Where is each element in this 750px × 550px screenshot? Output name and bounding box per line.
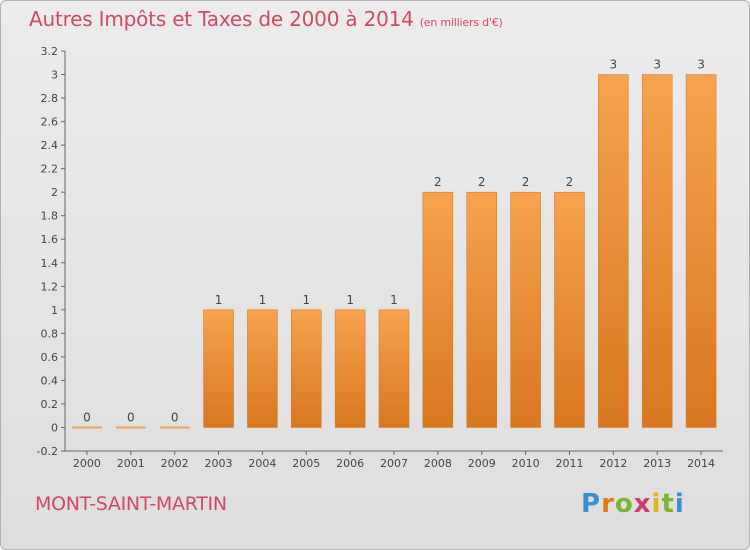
commune-name: MONT-SAINT-MARTIN <box>35 493 227 515</box>
logo-letter: P <box>581 489 602 519</box>
x-tick-label: 2004 <box>248 457 276 470</box>
y-tick-label: 1 <box>51 304 58 317</box>
y-tick-label: 2.6 <box>41 116 59 129</box>
logo-letter: i <box>651 489 662 519</box>
x-tick-label: 2012 <box>599 457 627 470</box>
data-label: 3 <box>653 58 661 72</box>
logo-letter: t <box>661 489 675 519</box>
logo-letter: r <box>601 489 615 519</box>
bar <box>159 426 190 429</box>
bar <box>510 191 541 428</box>
bar <box>203 309 234 428</box>
data-label: 1 <box>215 293 223 307</box>
data-label: 2 <box>478 175 486 189</box>
y-tick-label: 1.2 <box>41 280 59 293</box>
y-tick-label: 2.4 <box>41 139 59 152</box>
data-label: 2 <box>566 175 574 189</box>
data-label: 3 <box>610 58 618 72</box>
y-tick-label: 1.4 <box>41 257 59 270</box>
data-label: 1 <box>259 293 267 307</box>
data-label: 0 <box>127 410 135 424</box>
y-tick-label: 0 <box>51 421 58 434</box>
x-tick-label: 2006 <box>336 457 364 470</box>
x-tick-label: 2013 <box>643 457 671 470</box>
y-tick-label: 0.6 <box>41 351 59 364</box>
y-tick-label: -0.2 <box>37 445 58 458</box>
bar <box>247 309 278 428</box>
y-tick-label: 3.2 <box>41 45 59 58</box>
chart-title: Autres Impôts et Taxes de 2000 à 2014 (en… <box>29 7 503 31</box>
bar <box>466 191 497 428</box>
bar <box>598 74 629 428</box>
x-tick-label: 2007 <box>380 457 408 470</box>
x-tick-label: 2001 <box>117 457 145 470</box>
y-tick-label: 1.6 <box>41 233 59 246</box>
x-tick-label: 2008 <box>424 457 452 470</box>
bar <box>71 426 102 429</box>
data-label: 3 <box>697 58 705 72</box>
y-tick-label: 3 <box>51 69 58 82</box>
x-tick-label: 2005 <box>292 457 320 470</box>
bar <box>554 191 585 428</box>
x-tick-label: 2000 <box>73 457 101 470</box>
chart-title-text: Autres Impôts et Taxes de 2000 à 2014 <box>29 7 414 31</box>
y-tick-label: 2 <box>51 186 58 199</box>
bar <box>641 74 673 428</box>
chart-unit: (en milliers d'€) <box>419 16 503 29</box>
proxiti-logo: Proxiti <box>581 489 685 519</box>
x-tick-label: 2011 <box>555 457 583 470</box>
y-tick-label: 0.2 <box>41 398 59 411</box>
y-tick-label: 0.8 <box>41 327 59 340</box>
y-tick-label: 0.4 <box>41 374 59 387</box>
y-tick-label: 2.8 <box>41 92 59 105</box>
bar <box>685 74 717 428</box>
x-tick-label: 2009 <box>468 457 496 470</box>
data-label: 1 <box>346 293 354 307</box>
data-label: 1 <box>390 293 398 307</box>
y-tick-label: 2.2 <box>41 163 59 176</box>
logo-letter: x <box>633 489 652 519</box>
logo-letter: o <box>614 489 634 519</box>
bar <box>334 309 366 428</box>
data-label: 0 <box>83 410 91 424</box>
bar <box>291 309 322 428</box>
bar <box>422 191 454 428</box>
data-label: 1 <box>302 293 310 307</box>
bar <box>378 309 410 428</box>
y-tick-label: 1.8 <box>41 210 59 223</box>
x-tick-label: 2003 <box>205 457 233 470</box>
x-tick-label: 2002 <box>161 457 189 470</box>
bar <box>115 426 146 429</box>
data-label: 2 <box>522 175 530 189</box>
x-tick-label: 2014 <box>687 457 715 470</box>
data-label: 2 <box>434 175 442 189</box>
logo-letter: i <box>674 489 685 519</box>
x-tick-label: 2010 <box>512 457 540 470</box>
data-label: 0 <box>171 410 179 424</box>
